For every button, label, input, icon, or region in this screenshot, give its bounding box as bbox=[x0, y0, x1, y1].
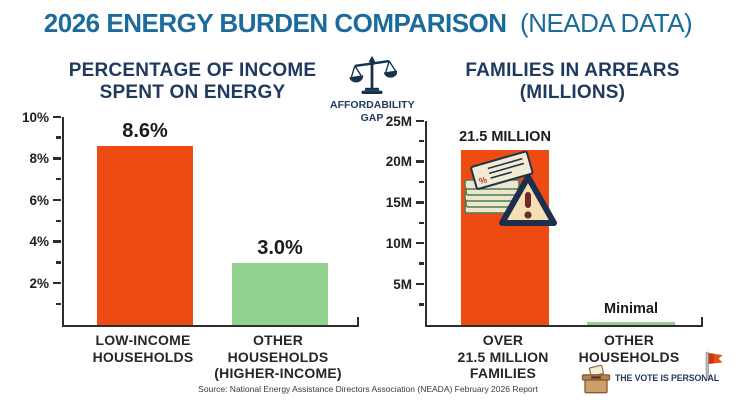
y-tick-minor bbox=[419, 139, 424, 143]
x-label-line: HOUSEHOLDS bbox=[227, 348, 329, 365]
y-tick-label: 20M bbox=[385, 154, 412, 170]
x-label-other-households-right: OTHER HOUSEHOLDS bbox=[559, 332, 699, 365]
y-tick-label: 2% bbox=[29, 275, 49, 291]
families-arrears-chart: 25M 20M 15M 10M 5M 21.5 MILLION Minimal bbox=[386, 114, 703, 327]
y-tick bbox=[416, 119, 424, 122]
y-tick-minor bbox=[419, 221, 424, 224]
affordability-gap-badge: AFFORDABILITY GAP bbox=[330, 54, 415, 124]
y-tick-label: 25M bbox=[385, 113, 412, 129]
x-label-line: OTHER bbox=[253, 332, 303, 348]
y-tick bbox=[53, 198, 61, 202]
y-tick-minor bbox=[419, 262, 424, 265]
y-tick bbox=[416, 241, 424, 245]
y-tick-label: 15M bbox=[385, 194, 412, 210]
left-chart-title-line2: SPENT ON ENERGY bbox=[99, 82, 286, 104]
source-attribution: Source: National Energy Assistance Direc… bbox=[198, 384, 538, 394]
y-tick-label: 5M bbox=[393, 276, 412, 292]
gap-label-line1: AFFORDABILITY bbox=[330, 99, 415, 111]
page-title-main: 2026 ENERGY BURDEN COMPARISON bbox=[43, 8, 507, 38]
x-label-other-households: OTHER HOUSEHOLDS (HIGHER-INCOME) bbox=[196, 332, 360, 382]
bar-low-income-households bbox=[97, 146, 193, 325]
y-tick-minor bbox=[56, 219, 61, 222]
x-label-line: 21.5 MILLION bbox=[457, 348, 549, 365]
x-label-low-income: LOW-INCOME HOUSEHOLDS bbox=[77, 332, 209, 365]
bar-value-minimal: Minimal bbox=[604, 301, 658, 318]
y-tick bbox=[416, 160, 424, 163]
left-chart-title-line1: PERCENTAGE OF INCOME bbox=[68, 60, 317, 81]
x-label-line: HOUSEHOLDS bbox=[578, 348, 680, 365]
bar-slot-other-households-arrears: Minimal bbox=[587, 121, 675, 325]
left-chart-title: PERCENTAGE OF INCOME SPENT ON ENERGY bbox=[40, 60, 345, 105]
y-tick-minor bbox=[419, 303, 424, 306]
x-label-over-families: OVER 21.5 MILLION FAMILIES bbox=[433, 332, 573, 382]
bar-slot-low-income: 8.6% bbox=[97, 117, 193, 325]
y-tick-label: 8% bbox=[29, 150, 49, 166]
vote-is-personal-label: THE VOTE IS PERSONAL bbox=[615, 373, 720, 383]
x-label-line: OVER bbox=[482, 332, 524, 348]
bar-value-low-income: 8.6% bbox=[122, 120, 168, 143]
bar-value-families: 21.5 MILLION bbox=[459, 129, 551, 146]
gap-label-line2: GAP bbox=[360, 111, 384, 124]
x-axis-end-tick bbox=[700, 317, 703, 325]
balance-scale-icon bbox=[330, 54, 414, 98]
right-chart-title-line2: (MILLIONS) bbox=[519, 82, 626, 104]
x-axis-end-tick bbox=[356, 317, 359, 325]
page-title-subtitle-text: (NEADA DATA) bbox=[520, 8, 693, 38]
y-tick-minor bbox=[56, 302, 61, 306]
x-label-line: (HIGHER-INCOME) bbox=[214, 365, 342, 382]
y-tick-minor bbox=[56, 136, 61, 139]
bar-value-other: 3.0% bbox=[257, 236, 303, 259]
x-label-line: FAMILIES bbox=[469, 365, 537, 382]
bar-other-households-arrears bbox=[587, 321, 675, 325]
right-chart-title: FAMILIES IN ARREARS (MILLIONS) bbox=[430, 60, 715, 105]
x-label-line: HOUSEHOLDS bbox=[92, 348, 194, 365]
right-chart-title-line1: FAMILIES IN ARREARS bbox=[465, 60, 680, 81]
x-label-line: OTHER bbox=[604, 332, 654, 348]
bar-slot-other-households: 3.0% bbox=[232, 117, 328, 325]
y-tick bbox=[53, 157, 61, 160]
income-percentage-chart: 10% 8% 6% 4% 2% 8.6% 3.0% bbox=[22, 110, 359, 327]
y-tick bbox=[53, 240, 61, 243]
y-tick-label: 6% bbox=[29, 192, 49, 208]
y-tick-minor bbox=[419, 180, 424, 184]
x-label-line: LOW-INCOME bbox=[95, 332, 191, 348]
y-tick bbox=[416, 282, 424, 286]
ballot-box-icon bbox=[579, 364, 613, 401]
y-tick bbox=[53, 115, 61, 118]
page-title: 2026 ENERGY BURDEN COMPARISON (NEADA DAT… bbox=[0, 8, 736, 39]
y-tick bbox=[53, 281, 61, 285]
y-tick-label: 10M bbox=[385, 235, 412, 251]
unpaid-bills-warning-icon: % bbox=[449, 150, 561, 238]
affordability-gap-label: AFFORDABILITY GAP bbox=[330, 99, 415, 124]
y-tick-label: 4% bbox=[29, 234, 49, 250]
red-flag-icon bbox=[700, 347, 726, 390]
y-tick-minor bbox=[56, 177, 61, 181]
y-tick-label: 10% bbox=[21, 109, 49, 125]
y-tick-minor bbox=[56, 261, 61, 264]
bar-other-households bbox=[232, 262, 328, 325]
y-tick bbox=[416, 201, 424, 204]
svg-text:%: % bbox=[478, 174, 488, 186]
